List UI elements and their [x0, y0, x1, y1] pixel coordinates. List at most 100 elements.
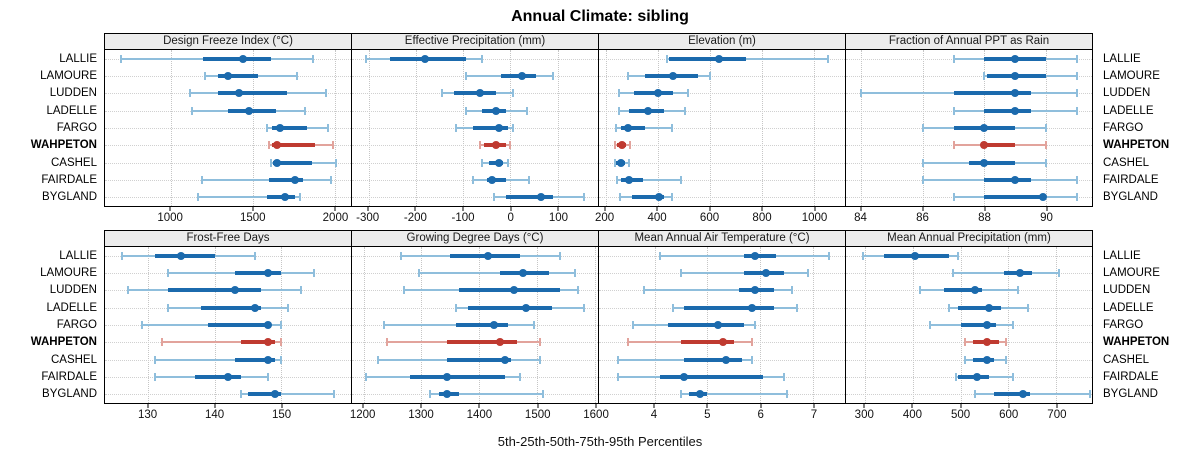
median-dot [443, 390, 452, 399]
axis-tick [281, 404, 283, 408]
panel-x-axis: 4 5 6 7 [598, 404, 846, 426]
axis-tick-label: 90 [1040, 212, 1053, 224]
median-dot [537, 193, 546, 202]
station-label-ludden: LUDDEN [1103, 284, 1151, 297]
axis-tick [595, 404, 597, 408]
p95-cap [629, 141, 632, 150]
median-dot [224, 372, 232, 381]
axis-tick [169, 207, 171, 211]
p95-cap [806, 269, 809, 277]
p5-cap [153, 355, 156, 364]
iqr-bar [621, 126, 645, 130]
station-label-lamoure: LAMOURE [40, 267, 97, 279]
panel-x-axis: 84 86 88 90 [845, 207, 1093, 229]
whisker-line [430, 393, 543, 396]
panel-plot [104, 50, 352, 207]
p5-cap [189, 89, 192, 98]
station-labels: LALLIE LAMOURE LUDDEN LADELLE FARGO WAHPETON C… [0, 247, 104, 403]
axis-tick-label: 84 [854, 212, 867, 224]
axis-tick [557, 207, 559, 211]
p5-cap [954, 372, 957, 381]
iqr-bar [203, 56, 271, 61]
axis-tick-label: -300 [356, 212, 380, 224]
median-dot [1011, 106, 1020, 115]
p95-cap [299, 193, 302, 202]
p5-cap [613, 158, 616, 167]
p95-cap [1088, 390, 1091, 399]
p5-cap [365, 54, 368, 63]
row-guide [599, 162, 845, 164]
station-label-ladelle: LADELLE [46, 104, 97, 117]
axis-tick [1056, 404, 1058, 408]
median-dot [623, 124, 632, 132]
station-label-lamoure: LAMOURE [40, 70, 97, 82]
iqr-bar [272, 143, 315, 148]
median-dot [495, 338, 504, 347]
axis-tick [478, 404, 480, 408]
panel-plot [351, 247, 599, 404]
axis-tick [1008, 404, 1010, 408]
p5-cap [120, 54, 123, 63]
whisker-line [974, 393, 1090, 396]
p95-cap [286, 303, 289, 312]
iqr-bar [447, 340, 517, 345]
p5-cap [400, 251, 403, 260]
row-guide [599, 145, 845, 147]
p95-cap [509, 141, 512, 150]
median-dot [982, 355, 991, 364]
trellis-row-bottom: LALLIE LAMOURE LUDDEN LADELLE FARGO WAHPETON C… [0, 230, 1200, 426]
p5-cap [952, 193, 955, 202]
whisker-line [154, 358, 282, 361]
station-label-wahpeton: WAHPETON [1103, 139, 1170, 152]
p95-cap [312, 54, 315, 63]
p5-cap [952, 141, 955, 150]
p5-cap [617, 106, 620, 115]
iqr-bar [984, 195, 1046, 200]
median-dot [263, 355, 272, 364]
p95-cap [533, 321, 536, 329]
p95-cap [1075, 72, 1078, 80]
station-label-cashel: CASHEL [50, 156, 97, 169]
p5-cap [140, 321, 143, 329]
chart-title: Annual Climate: sibling [511, 8, 689, 25]
axis-tick-label: 300 [854, 409, 874, 421]
p5-cap [614, 124, 617, 132]
p95-cap [280, 321, 283, 329]
p95-cap [576, 286, 579, 295]
p95-cap [559, 251, 562, 260]
p5-cap [160, 338, 163, 347]
median-dot [644, 106, 653, 115]
p5-cap [679, 390, 682, 399]
median-dot [911, 251, 920, 260]
median-dot [518, 72, 527, 80]
whisker-line [418, 272, 575, 274]
iqr-bar [744, 253, 777, 258]
iqr-bar [969, 160, 1016, 165]
iqr-bar [234, 271, 282, 275]
p95-cap [751, 338, 754, 347]
axis-tick [760, 404, 762, 408]
median-dot [751, 251, 760, 260]
iqr-bar [208, 323, 272, 327]
panel-plot [598, 247, 846, 404]
p5-cap [947, 303, 950, 312]
p95-cap [1005, 355, 1008, 364]
median-dot [518, 269, 527, 277]
axis-tick [367, 207, 369, 211]
p95-cap [1012, 321, 1015, 329]
whisker-line [241, 393, 335, 396]
median-dot [224, 72, 232, 80]
p95-cap [686, 89, 689, 98]
iqr-bar [218, 74, 258, 78]
row-guide [599, 128, 845, 129]
axis-tick-label: 600 [699, 212, 720, 224]
p95-cap [1044, 141, 1047, 150]
p5-cap [269, 158, 272, 167]
p95-cap [295, 72, 298, 80]
median-dot [748, 303, 757, 312]
panel-7: Mean Annual Air Temperature (°C) 4 5 6 7 [598, 230, 846, 426]
row-guide [352, 162, 598, 164]
median-dot [475, 89, 484, 98]
p95-cap [582, 303, 585, 312]
median-dot [721, 355, 730, 364]
